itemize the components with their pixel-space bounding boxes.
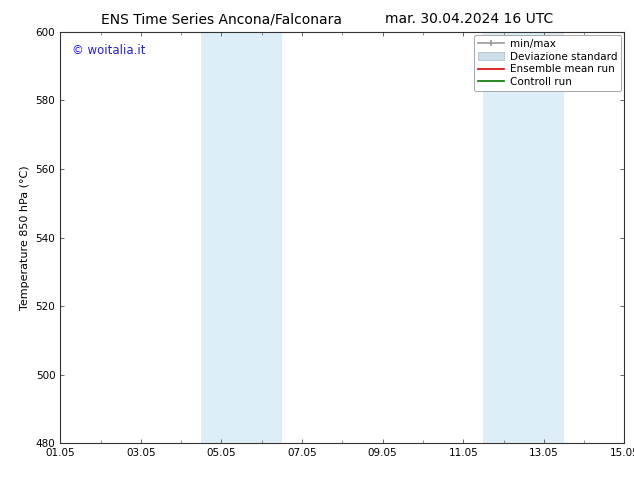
Bar bbox=[202, 32, 282, 443]
Text: © woitalia.it: © woitalia.it bbox=[72, 44, 145, 57]
Bar bbox=[483, 32, 564, 443]
Legend: min/max, Deviazione standard, Ensemble mean run, Controll run: min/max, Deviazione standard, Ensemble m… bbox=[474, 35, 621, 91]
Text: mar. 30.04.2024 16 UTC: mar. 30.04.2024 16 UTC bbox=[385, 12, 553, 26]
Text: ENS Time Series Ancona/Falconara: ENS Time Series Ancona/Falconara bbox=[101, 12, 342, 26]
Y-axis label: Temperature 850 hPa (°C): Temperature 850 hPa (°C) bbox=[20, 165, 30, 310]
